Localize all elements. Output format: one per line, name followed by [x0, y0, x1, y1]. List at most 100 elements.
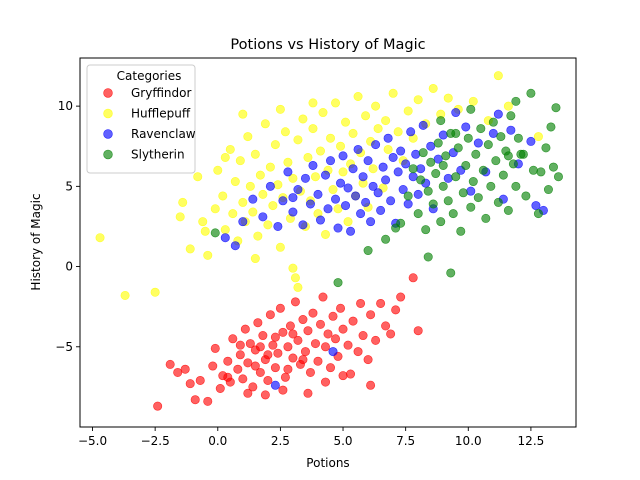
- data-point: [275, 303, 285, 313]
- data-point: [230, 241, 240, 251]
- data-point: [298, 114, 308, 124]
- data-point: [406, 127, 416, 137]
- data-point: [165, 359, 175, 369]
- data-point: [208, 361, 218, 371]
- data-point: [243, 132, 253, 142]
- x-tick-label: 12.5: [518, 434, 545, 448]
- data-point: [486, 181, 496, 191]
- data-point: [310, 339, 320, 349]
- data-point: [308, 160, 318, 170]
- data-point: [488, 117, 498, 127]
- legend-label: Slytherin: [131, 148, 185, 162]
- data-point: [263, 220, 273, 230]
- data-point: [228, 209, 238, 219]
- data-point: [346, 226, 356, 236]
- data-point: [343, 340, 353, 350]
- data-point: [471, 149, 481, 159]
- data-point: [320, 342, 330, 352]
- data-point: [273, 221, 283, 231]
- data-point: [288, 173, 298, 183]
- data-point: [511, 96, 521, 106]
- data-point: [210, 204, 220, 214]
- data-point: [338, 324, 348, 334]
- data-point: [280, 372, 290, 382]
- series-slytherin: [210, 88, 563, 288]
- data-point: [263, 350, 273, 360]
- data-point: [353, 347, 363, 357]
- data-point: [245, 181, 255, 191]
- data-point: [376, 298, 386, 308]
- data-point: [223, 372, 233, 382]
- legend: Categories Gryffindor Hufflepuff Ravenclaw…: [86, 64, 196, 174]
- data-point: [476, 124, 486, 134]
- data-point: [303, 388, 313, 398]
- data-point: [238, 197, 248, 207]
- data-point: [513, 133, 523, 143]
- data-point: [220, 152, 230, 162]
- data-point: [210, 228, 220, 238]
- data-point: [333, 204, 343, 214]
- data-point: [413, 189, 423, 199]
- data-point: [270, 332, 280, 342]
- data-point: [328, 185, 338, 195]
- x-tick-label: −2.5: [141, 434, 170, 448]
- data-point: [225, 144, 235, 154]
- legend-item-ravenclaw: Ravenclaw: [103, 127, 196, 141]
- data-point: [265, 162, 275, 172]
- data-point: [336, 178, 346, 188]
- data-point: [366, 310, 376, 320]
- data-point: [453, 143, 463, 153]
- data-point: [228, 334, 238, 344]
- x-tick-label: 7.5: [396, 434, 415, 448]
- data-point: [283, 167, 293, 177]
- data-point: [533, 132, 543, 142]
- data-point: [290, 297, 300, 307]
- data-point: [328, 311, 338, 321]
- data-point: [378, 162, 388, 172]
- data-point: [255, 342, 265, 352]
- data-point: [250, 254, 260, 264]
- data-point: [258, 331, 268, 341]
- data-point: [331, 194, 341, 204]
- data-point: [403, 106, 413, 116]
- legend-label: Gryffindor: [131, 86, 192, 100]
- data-point: [250, 149, 260, 159]
- data-point: [338, 371, 348, 381]
- data-point: [466, 104, 476, 114]
- data-point: [305, 199, 315, 209]
- data-point: [373, 188, 383, 198]
- data-point: [248, 382, 258, 392]
- data-point: [348, 128, 358, 138]
- data-point: [270, 380, 280, 390]
- data-point: [323, 329, 333, 339]
- data-point: [283, 364, 293, 374]
- data-point: [376, 205, 386, 215]
- data-point: [493, 109, 503, 119]
- x-axis-label: Potions: [306, 456, 349, 470]
- data-point: [398, 185, 408, 195]
- data-point: [393, 127, 403, 137]
- data-point: [371, 101, 381, 111]
- data-point: [448, 209, 458, 219]
- data-point: [381, 234, 391, 244]
- data-point: [336, 303, 346, 313]
- data-point: [403, 191, 413, 201]
- data-point: [473, 193, 483, 203]
- data-point: [305, 367, 315, 377]
- data-point: [383, 133, 393, 143]
- data-point: [238, 217, 248, 227]
- data-point: [300, 173, 310, 183]
- data-point: [528, 165, 538, 175]
- data-point: [308, 124, 318, 134]
- data-point: [488, 128, 498, 138]
- data-point: [408, 172, 418, 182]
- data-point: [411, 149, 421, 159]
- data-point: [288, 263, 298, 273]
- data-point: [303, 326, 313, 336]
- data-point: [290, 273, 300, 283]
- data-point: [446, 268, 456, 278]
- data-point: [293, 335, 303, 345]
- data-point: [506, 125, 516, 135]
- legend-marker: [103, 88, 113, 98]
- data-point: [285, 321, 295, 331]
